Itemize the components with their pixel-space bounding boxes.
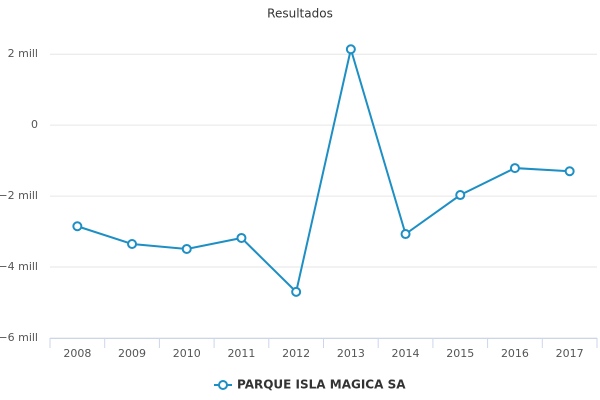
x-tick-label: 2014: [392, 347, 420, 360]
y-tick-label: 2 mill: [8, 47, 38, 60]
data-point: [400, 229, 411, 240]
x-tick-label: 2016: [501, 347, 529, 360]
x-tick-label: 2015: [446, 347, 474, 360]
data-point: [509, 163, 520, 174]
data-point: [291, 286, 302, 297]
y-tick-label: −4 mill: [0, 260, 38, 273]
data-point: [345, 44, 356, 55]
data-point: [181, 243, 192, 254]
y-tick-label: 0: [31, 118, 38, 131]
x-tick-label: 2011: [227, 347, 255, 360]
series-line: [77, 45, 570, 294]
x-tick-label: 2010: [173, 347, 201, 360]
data-point: [127, 238, 138, 249]
legend: PARQUE ISLA MAGICA SA: [214, 378, 406, 392]
legend-label: PARQUE ISLA MAGICA SA: [237, 378, 406, 392]
data-point: [564, 166, 575, 177]
x-tick-label: 2017: [556, 347, 584, 360]
chart-title: Resultados: [267, 7, 333, 21]
data-point: [455, 190, 466, 201]
legend-symbol: [218, 380, 228, 390]
x-tick-label: 2012: [282, 347, 310, 360]
x-tick-label: 2013: [337, 347, 365, 360]
data-point: [72, 221, 83, 232]
y-tick-label: −2 mill: [0, 189, 38, 202]
data-point: [236, 232, 247, 243]
y-tick-label: −6 mill: [0, 331, 38, 344]
x-tick-label: 2008: [63, 347, 91, 360]
legend-item[interactable]: PARQUE ISLA MAGICA SA: [214, 378, 406, 392]
x-tick-label: 2009: [118, 347, 146, 360]
